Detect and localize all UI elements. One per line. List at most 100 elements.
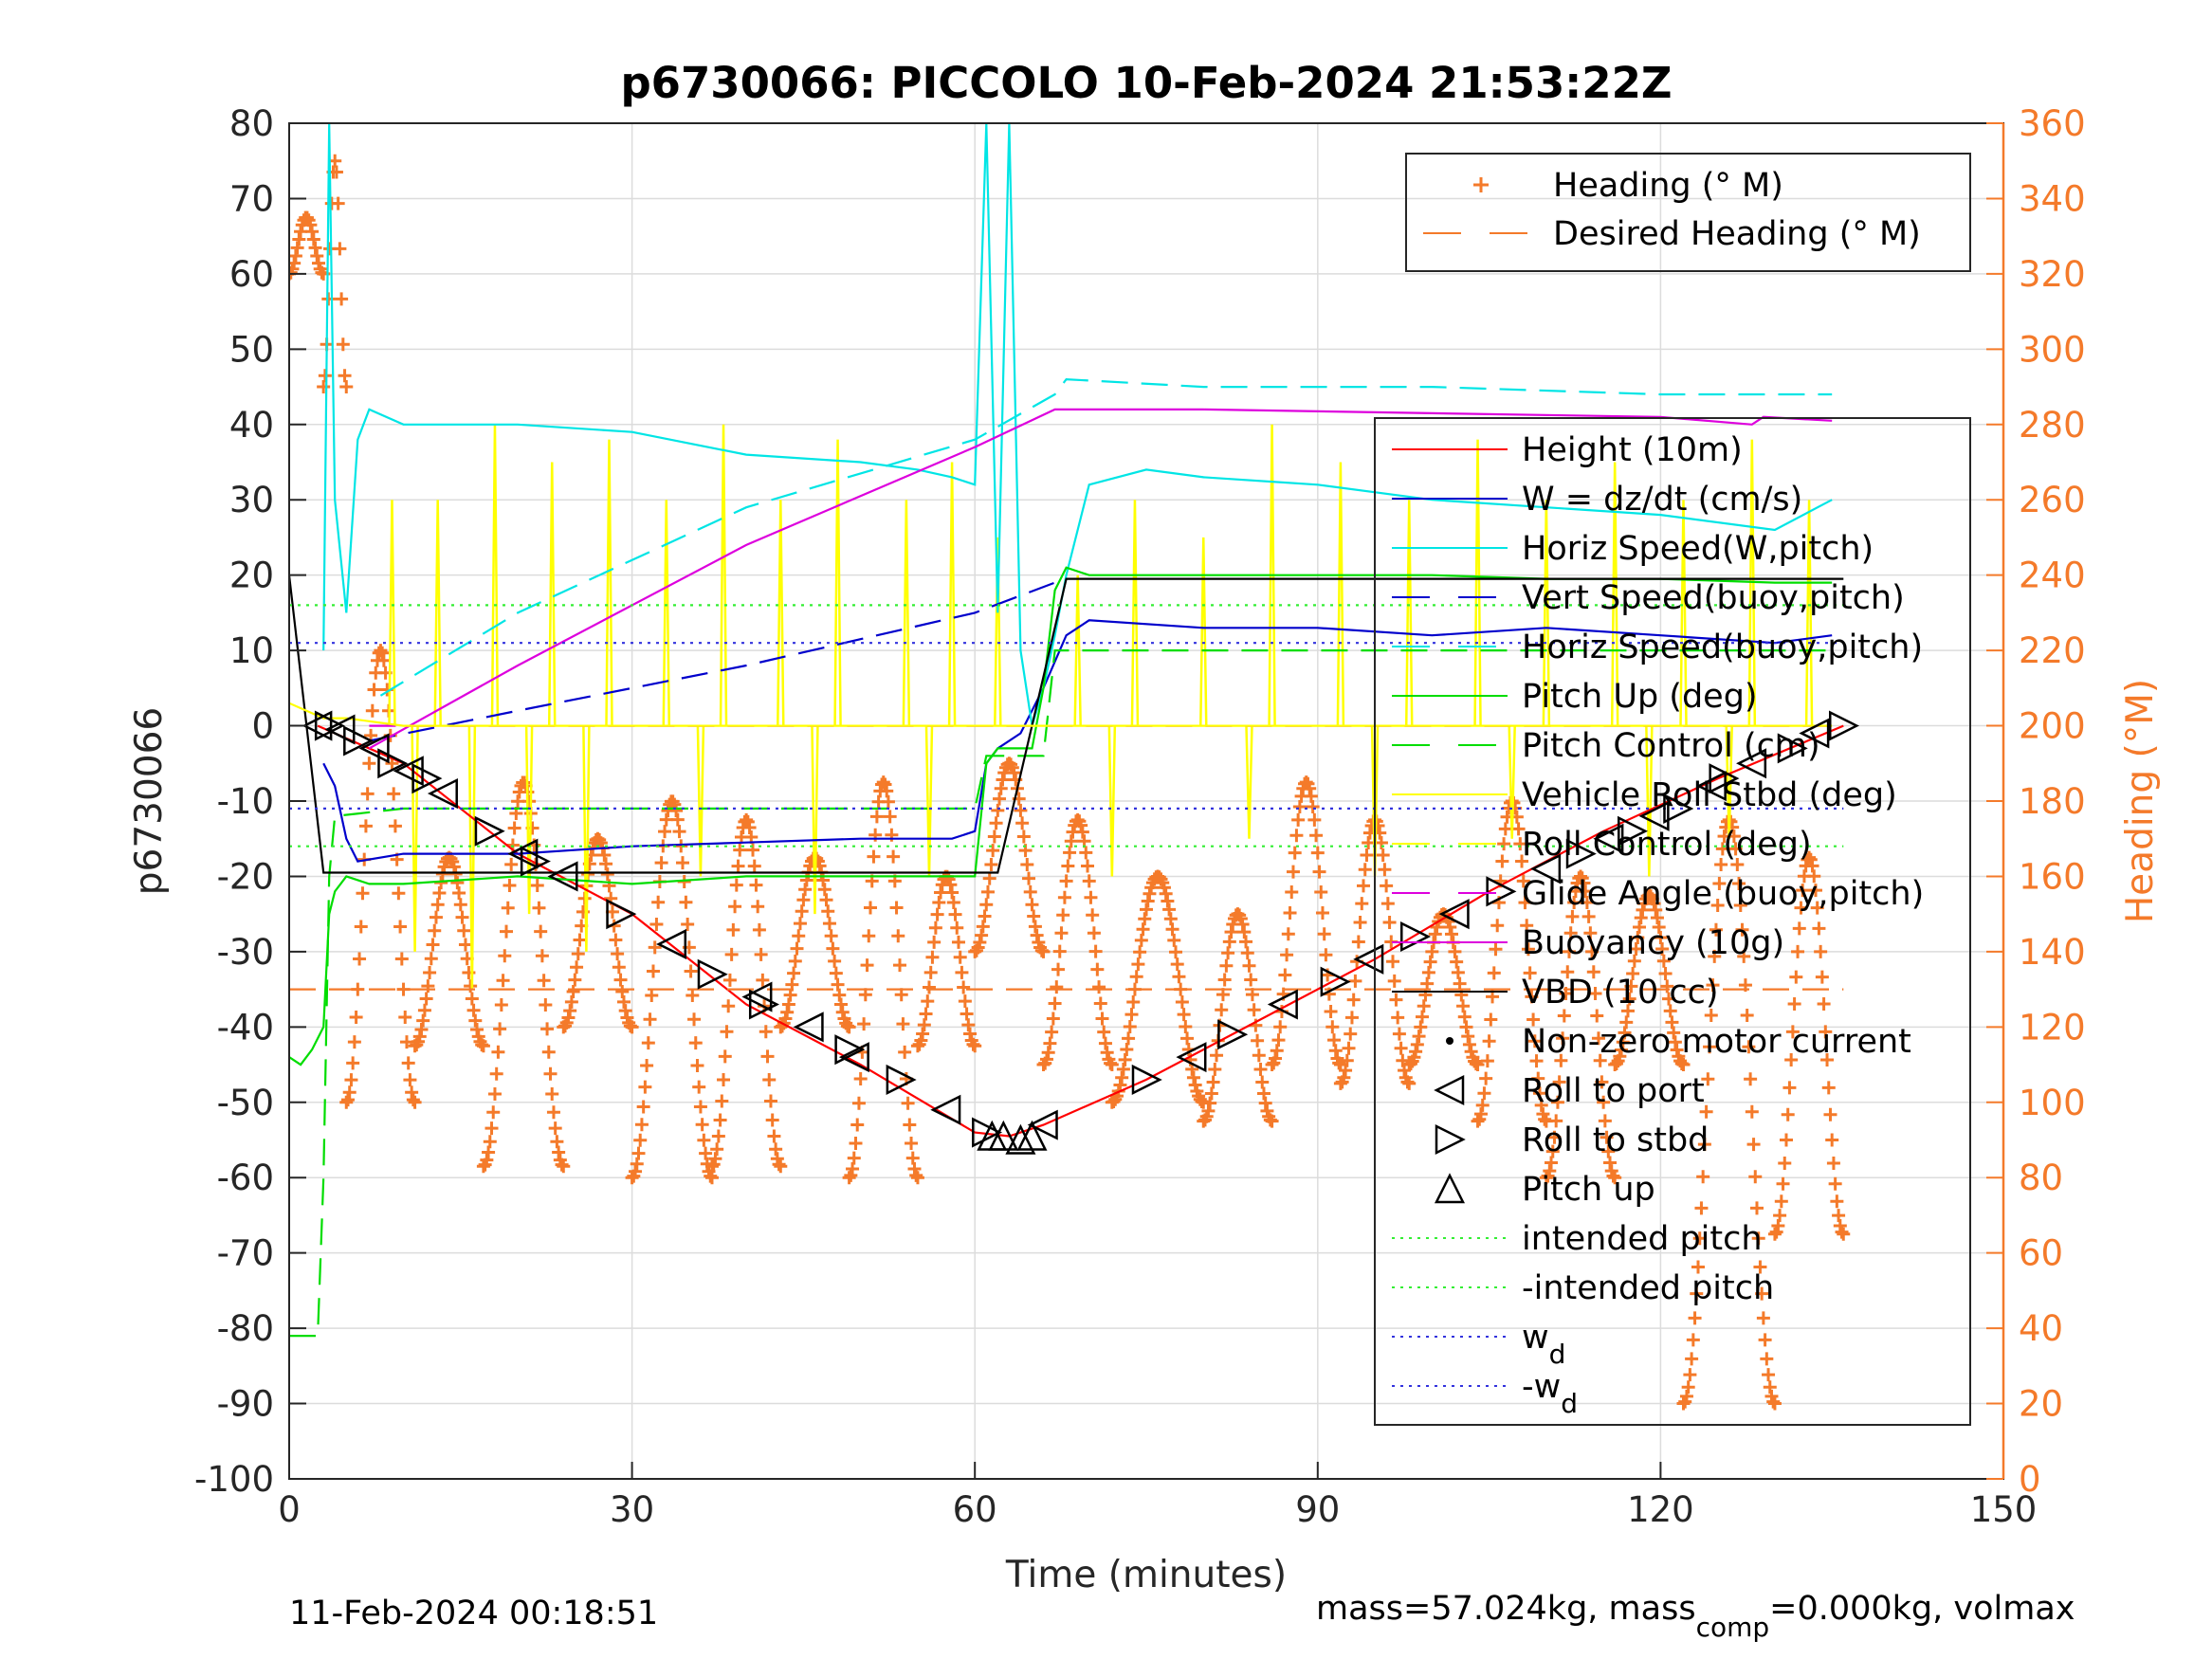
heading-point [955,965,969,979]
y-tick-label-right: 0 [2019,1459,2041,1500]
heading-point [1529,1054,1544,1068]
heading-point [1036,944,1051,958]
heading-point [746,843,760,857]
heading-point [1043,1036,1057,1050]
heading-point [1636,902,1650,917]
heading-point [1016,830,1031,844]
heading-point [1556,1031,1570,1046]
heading-point [726,922,740,937]
heading-point [1292,800,1307,814]
heading-point [934,885,948,900]
heading-point [819,893,833,907]
heading-point [349,1011,363,1025]
heading-point [631,1146,646,1160]
heading-point [540,1022,555,1036]
heading-point [1552,1075,1566,1089]
heading-point [1828,1176,1842,1191]
heading-point [1619,1015,1634,1030]
heading-point [406,1093,420,1107]
heading-point [416,1013,430,1028]
heading-point [711,1129,725,1143]
roll-spike [1725,725,1733,839]
heading-point [1588,986,1602,1000]
heading-point [566,984,580,998]
heading-point [1767,1227,1782,1241]
heading-point [1629,942,1643,957]
heading-point [1787,997,1801,1011]
heading-point [792,929,806,943]
heading-point [365,703,379,718]
heading-point [641,1036,655,1050]
heading-point [599,857,613,871]
heading-point [640,1059,654,1073]
roll-markers [302,710,1860,1155]
heading-point [1650,911,1664,925]
heading-point [822,917,836,931]
roll-stbd-marker [972,1117,1003,1148]
heading-point [1586,965,1600,979]
heading-point [1531,1071,1545,1085]
heading-point [1748,1170,1763,1184]
heading-point [1696,1170,1710,1184]
roll-spike [547,462,557,726]
roll-stbd-marker [1709,763,1740,794]
heading-point [292,232,306,246]
heading-point [1124,1008,1139,1022]
heading-point [932,896,946,910]
heading-point [1172,970,1186,984]
x-tick-label: 150 [1970,1489,2038,1530]
roll-port-marker [302,710,333,741]
roll-port-marker [838,1042,869,1073]
heading-point [1291,812,1306,827]
heading-point [1240,946,1254,960]
y-tick-label-left: -20 [217,856,274,897]
heading-point [747,859,761,873]
heading-point [1479,1071,1493,1085]
heading-point [1314,884,1328,899]
heading-point [672,825,686,839]
footer-timestamp: 11-Feb-2024 00:18:51 [289,1595,658,1632]
heading-point [480,1153,494,1167]
heading-point [1545,1156,1559,1170]
heading-point [1057,890,1071,904]
heading-point [1084,890,1098,904]
heading-point [1821,1081,1836,1095]
heading-point [1304,789,1318,803]
heading-point [1561,965,1575,979]
heading-point [896,1017,910,1031]
heading-point [1222,935,1236,949]
legend-main-label-sub: d [1561,1388,1578,1419]
heading-point [1346,993,1361,1007]
heading-point [1310,846,1325,860]
heading-point [690,1059,704,1073]
heading-point [754,947,768,961]
heading-point [1565,909,1580,923]
heading-point [1626,967,1640,980]
heading-point [1779,1133,1793,1147]
heading-point [329,165,343,179]
heading-point [695,1118,709,1132]
heading-point [1133,945,1147,959]
heading-point [905,1151,920,1165]
heading-point [982,871,996,885]
heading-point [535,949,549,963]
heading-point [1562,944,1576,958]
heading-point [778,1012,793,1026]
heading-point [1624,979,1638,994]
heading-point [860,958,874,973]
y-tick-label-left: -50 [217,1083,274,1123]
heading-point [1237,925,1252,939]
heading-point [1699,1104,1713,1119]
heading-point [834,997,849,1012]
legend-main-label-roll-to-stbd: Roll to stbd [1522,1121,1709,1159]
heading-point [346,1056,360,1070]
heading-point [1303,781,1317,795]
legend-main-label-non-zero-motor-current: Non-zero motor current [1522,1023,1911,1061]
heading-point [1746,1138,1761,1152]
heading-point [978,909,992,923]
roll-stbd-marker [834,1034,866,1066]
heading-point [1105,1058,1119,1072]
heading-point [1082,874,1096,888]
heading-point [1315,905,1329,920]
y-tick-label-left: -90 [217,1384,274,1425]
